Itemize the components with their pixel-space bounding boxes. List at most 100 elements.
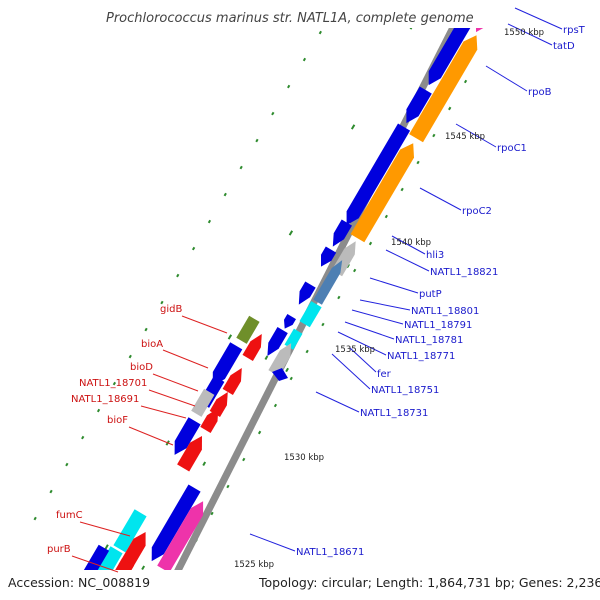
gene-label-NATL1_18751: NATL1_18751 <box>371 385 439 396</box>
leader-line-22 <box>79 521 131 537</box>
topology-text: Topology: circular; Length: 1,864,731 bp… <box>258 575 600 590</box>
major-tick-inner <box>141 565 146 570</box>
kbp-label-1540: 1540 kbp <box>391 238 431 248</box>
kbp-label-1530: 1530 kbp <box>284 453 324 463</box>
gene-NATL1_18781 <box>284 328 303 350</box>
leader-line-15 <box>249 533 296 552</box>
gene-bioD <box>222 368 242 395</box>
leader-line-1 <box>507 23 553 46</box>
leader-line-7 <box>369 277 419 294</box>
gene-NATL1_18801 <box>298 281 316 305</box>
scale-dot-1 <box>257 430 262 435</box>
accession-text: Accession: NC_008819 <box>8 575 150 590</box>
scale-dot-1 <box>273 403 278 408</box>
gene-features <box>83 28 484 570</box>
gene-label-rpoC1: rpoC1 <box>497 143 527 154</box>
gene-NATL1_18791 <box>284 314 296 329</box>
scale-dot-1 <box>384 214 388 219</box>
gene-bioA <box>212 342 243 386</box>
gene-blue-a <box>332 219 352 247</box>
gene-rpoC2 <box>346 123 411 226</box>
major-tick-left <box>409 28 413 30</box>
leader-line-17 <box>162 349 209 369</box>
scale-dot-1 <box>321 322 325 327</box>
gene-label-NATL1_18771: NATL1_18771 <box>387 351 455 362</box>
scale-dot-1 <box>164 593 166 596</box>
gene-label-purB: purB <box>47 544 71 555</box>
scale-dot-0 <box>287 84 291 89</box>
scale-dot-0 <box>81 435 85 440</box>
scale-dot-1 <box>416 160 420 165</box>
gene-NATL1_18821 <box>313 260 343 305</box>
gene-label-NATL1_18731: NATL1_18731 <box>360 408 428 419</box>
scale-dot-0 <box>302 57 307 62</box>
gene-NATL1_18691 <box>191 388 215 417</box>
leader-line-4 <box>419 187 462 211</box>
gene-label-gidB: gidB <box>160 304 182 315</box>
gene-label-rpsT: rpsT <box>563 25 586 36</box>
major-tick-inner <box>202 461 207 466</box>
scale-dot-0 <box>255 138 259 143</box>
kbp-label-1545: 1545 kbp <box>445 132 485 142</box>
gene-rpoB <box>409 35 478 143</box>
scale-ticks <box>33 4 471 596</box>
major-tick-inner <box>264 355 269 360</box>
scale-dot-1 <box>463 79 468 84</box>
leader-line-18 <box>152 373 199 392</box>
scale-dot-1 <box>242 457 246 462</box>
scale-dot-1 <box>289 376 293 381</box>
leader-line-13 <box>331 353 371 390</box>
leader-line-19 <box>148 389 196 407</box>
scale-dot-0 <box>176 273 180 278</box>
gene-putP <box>299 301 322 328</box>
scale-dot-1 <box>432 133 436 138</box>
scale-dot-0 <box>335 4 337 7</box>
scale-dot-0 <box>239 165 243 170</box>
gene-label-bioD: bioD <box>130 362 153 373</box>
gene-label-bioF: bioF <box>107 415 128 426</box>
gene-tatD-strand <box>428 28 471 86</box>
leader-line-16 <box>181 315 228 334</box>
gene-rpsT <box>476 28 484 33</box>
scale-dot-0 <box>112 381 117 386</box>
gene-label-tatD: tatD <box>553 41 575 52</box>
gene-label-NATL1_18781: NATL1_18781 <box>395 335 463 346</box>
gene-red-a <box>242 334 262 361</box>
map-title: Prochlorococcus marinus str. NATL1A, com… <box>106 11 474 26</box>
leader-line-9 <box>351 309 404 325</box>
scale-dot-1 <box>210 511 214 516</box>
leader-line-3 <box>455 123 497 148</box>
gene-red-e <box>115 558 135 570</box>
scale-dot-0 <box>271 111 275 116</box>
gene-label-rpoB: rpoB <box>528 87 552 98</box>
gene-blue-b <box>321 246 337 267</box>
gene-label-hli3: hli3 <box>426 250 444 261</box>
gene-fumC <box>113 509 147 553</box>
leader-line-0 <box>514 7 563 30</box>
gene-blue-bottom <box>83 544 110 570</box>
leader-line-20 <box>140 405 187 419</box>
kbp-label-1550: 1550 kbp <box>504 28 544 38</box>
gene-label-putP: putP <box>419 289 442 300</box>
leader-line-11 <box>337 331 387 356</box>
gene-label-NATL1_18801: NATL1_18801 <box>411 306 479 317</box>
gene-label-NATL1_18791: NATL1_18791 <box>404 320 472 331</box>
scale-dot-0 <box>65 462 69 467</box>
scale-dot-1 <box>400 187 404 192</box>
scale-dot-0 <box>223 192 227 197</box>
leader-line-12 <box>349 347 377 373</box>
scale-dot-0 <box>318 30 322 35</box>
scale-dot-0 <box>96 408 101 413</box>
major-tick-outer <box>285 367 289 373</box>
scale-dot-0 <box>207 219 212 224</box>
gene-NATL1_18751 <box>267 327 288 356</box>
scale-dot-0 <box>49 489 53 494</box>
kbp-label-1535: 1535 kbp <box>335 345 375 355</box>
gene-NATL1_18771 <box>268 343 292 377</box>
scale-dot-1 <box>368 241 373 246</box>
scale-dot-1 <box>353 268 357 273</box>
major-tick-outer <box>163 578 165 581</box>
kbp-label-1525: 1525 kbp <box>234 560 274 570</box>
gene-NATL1_18671 <box>157 501 204 570</box>
